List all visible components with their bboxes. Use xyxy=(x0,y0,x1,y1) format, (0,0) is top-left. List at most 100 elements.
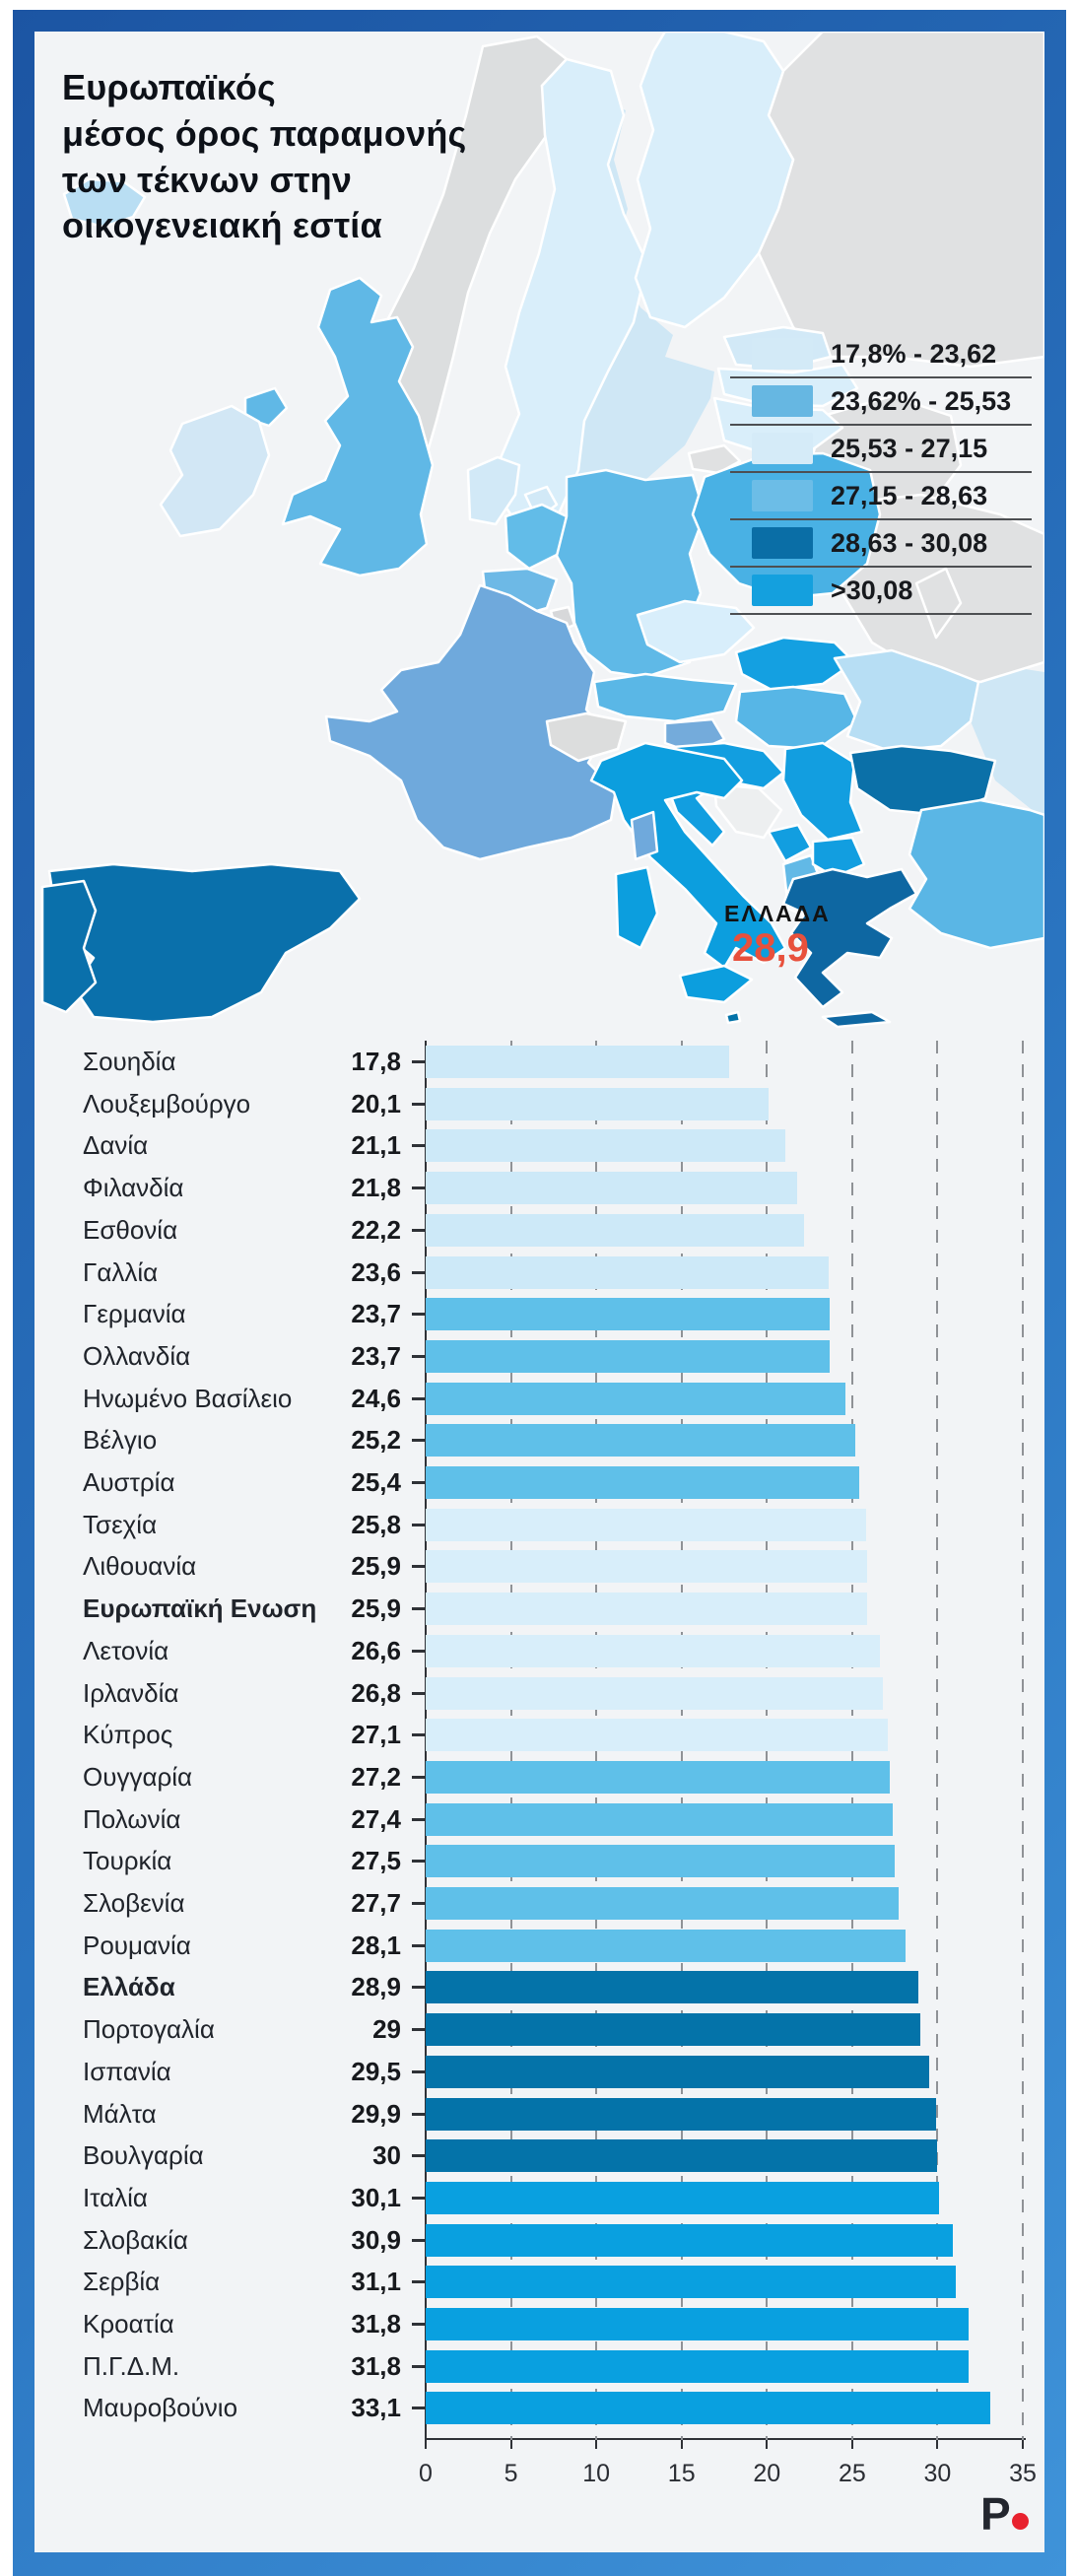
legend-item: >30,08 xyxy=(730,568,1032,615)
bar-country-label: Γαλλία xyxy=(83,1256,159,1287)
map-country-united-kingdom xyxy=(281,276,435,577)
bar-country-label: Ολλανδία xyxy=(83,1340,191,1371)
bar-value-label: 27,2 xyxy=(351,1761,401,1792)
x-axis-line xyxy=(425,2438,1026,2440)
bar-country-label: Τουρκία xyxy=(83,1846,172,1876)
bar-country-label: Αυστρία xyxy=(83,1467,175,1497)
x-axis-tick-label: 35 xyxy=(1009,2460,1037,2487)
bar-country-label: Λετονία xyxy=(83,1635,169,1665)
map-country-portugal xyxy=(40,879,98,1014)
bar xyxy=(426,1172,798,1205)
bar-country-label: Πορτογαλία xyxy=(83,2014,215,2045)
legend-item: 28,63 - 30,08 xyxy=(730,520,1032,568)
y-axis-tick xyxy=(412,2364,426,2368)
x-axis-tick-label: 20 xyxy=(753,2460,781,2487)
grid-line xyxy=(936,1041,939,2440)
map-annotation-value: 28,9 xyxy=(732,926,809,970)
bar-value-label: 26,8 xyxy=(351,1677,401,1708)
map-country-sardinia xyxy=(614,865,659,950)
legend-label: >30,08 xyxy=(831,575,913,605)
bar-value-label: 30 xyxy=(372,2140,401,2171)
bar xyxy=(426,1634,880,1667)
y-axis-tick xyxy=(412,2154,426,2158)
bar-country-label: Βέλγιο xyxy=(83,1425,158,1456)
bar-row: Σουηδία 17,8 xyxy=(34,1046,1044,1078)
bar xyxy=(426,2013,921,2047)
bar-country-label: Ουγγαρία xyxy=(83,1761,193,1792)
y-axis-tick xyxy=(412,1354,426,1358)
legend-label: 28,63 - 30,08 xyxy=(831,527,988,558)
bar xyxy=(426,1129,786,1163)
x-axis-tick-label: 10 xyxy=(582,2460,611,2487)
y-axis-tick xyxy=(412,1270,426,1274)
map-country-turkey xyxy=(908,798,1044,950)
bar-value-label: 31,1 xyxy=(351,2267,401,2297)
bar-value-label: 17,8 xyxy=(351,1047,401,1076)
legend-swatch xyxy=(752,385,813,417)
bar-value-label: 25,8 xyxy=(351,1509,401,1539)
page-title: Ευρωπαϊκός μέσος όρος παραμονής των τέκν… xyxy=(62,65,466,249)
legend-item: 23,62% - 25,53 xyxy=(730,378,1032,426)
map-country-austria xyxy=(592,672,738,723)
bar-row: Μαυροβούνιο 33,1 xyxy=(34,2392,1044,2425)
map-country-iceland xyxy=(62,177,147,229)
y-axis-tick xyxy=(412,1607,426,1611)
y-axis-tick xyxy=(412,2407,426,2410)
bar-row: Πορτογαλία 29 xyxy=(34,2013,1044,2047)
bar xyxy=(426,1929,906,1962)
legend-swatch xyxy=(752,527,813,559)
bar-value-label: 24,6 xyxy=(351,1383,401,1413)
map-country-bulgaria xyxy=(848,744,997,817)
bar-row: Ιρλανδία 26,8 xyxy=(34,1676,1044,1710)
bar-value-label: 25,2 xyxy=(351,1425,401,1456)
y-axis-tick xyxy=(412,1523,426,1526)
grid-line xyxy=(1022,1041,1024,2440)
map-country-slovakia xyxy=(734,636,856,692)
bar xyxy=(426,1382,845,1415)
bar-country-label: Βουλγαρία xyxy=(83,2140,204,2171)
map-country-romania xyxy=(833,648,980,753)
bar-value-label: 21,1 xyxy=(351,1130,401,1161)
y-axis-tick xyxy=(412,1691,426,1695)
x-axis-tick xyxy=(680,2440,683,2449)
map-country-malta xyxy=(724,1010,742,1025)
publisher-logo: P xyxy=(980,2487,1029,2541)
map-country-montenegro xyxy=(767,823,813,863)
bar xyxy=(426,1508,866,1541)
map-country-greece xyxy=(781,867,918,1009)
y-axis-tick xyxy=(412,1649,426,1653)
bar-value-label: 29 xyxy=(372,2014,401,2045)
logo-red-dot-icon xyxy=(1011,2513,1029,2530)
bar-row: Ολλανδία 23,7 xyxy=(34,1339,1044,1373)
bar xyxy=(426,1046,730,1078)
y-axis-tick xyxy=(412,1902,426,1905)
bar xyxy=(426,2266,957,2299)
y-axis-tick xyxy=(412,1102,426,1106)
bar xyxy=(426,2055,929,2088)
bar-row: Μάλτα 29,9 xyxy=(34,2097,1044,2131)
y-axis-tick xyxy=(412,1481,426,1484)
legend-swatch xyxy=(752,480,813,511)
bar-row: Γαλλία 23,6 xyxy=(34,1255,1044,1289)
map-country-hungary xyxy=(734,685,859,751)
y-axis-tick xyxy=(412,1943,426,1947)
bar xyxy=(426,1087,770,1120)
map-annotation-country: ΕΛΛΑΔΑ xyxy=(724,901,831,926)
bar xyxy=(426,1550,868,1584)
bar-row: Ουγγαρία 27,2 xyxy=(34,1760,1044,1794)
bar-row: Δανία 21,1 xyxy=(34,1129,1044,1163)
bar-country-label: Δανία xyxy=(83,1130,149,1161)
bar-value-label: 23,7 xyxy=(351,1299,401,1329)
bar-country-label: Σερβία xyxy=(83,2267,161,2297)
bar-row: Βέλγιο 25,2 xyxy=(34,1424,1044,1457)
bar-country-label: Μαυροβούνιο xyxy=(83,2393,238,2423)
bar-country-label: Λιθουανία xyxy=(83,1551,197,1582)
bar-country-label: Τσεχία xyxy=(83,1509,158,1539)
y-axis-tick xyxy=(412,1733,426,1737)
logo-letter: P xyxy=(980,2488,1011,2540)
bar-row: Λετονία 26,6 xyxy=(34,1634,1044,1667)
map-country-czechia xyxy=(636,599,756,664)
bar-row: Λιθουανία 25,9 xyxy=(34,1550,1044,1584)
bar-row: Ιταλία 30,1 xyxy=(34,2181,1044,2214)
